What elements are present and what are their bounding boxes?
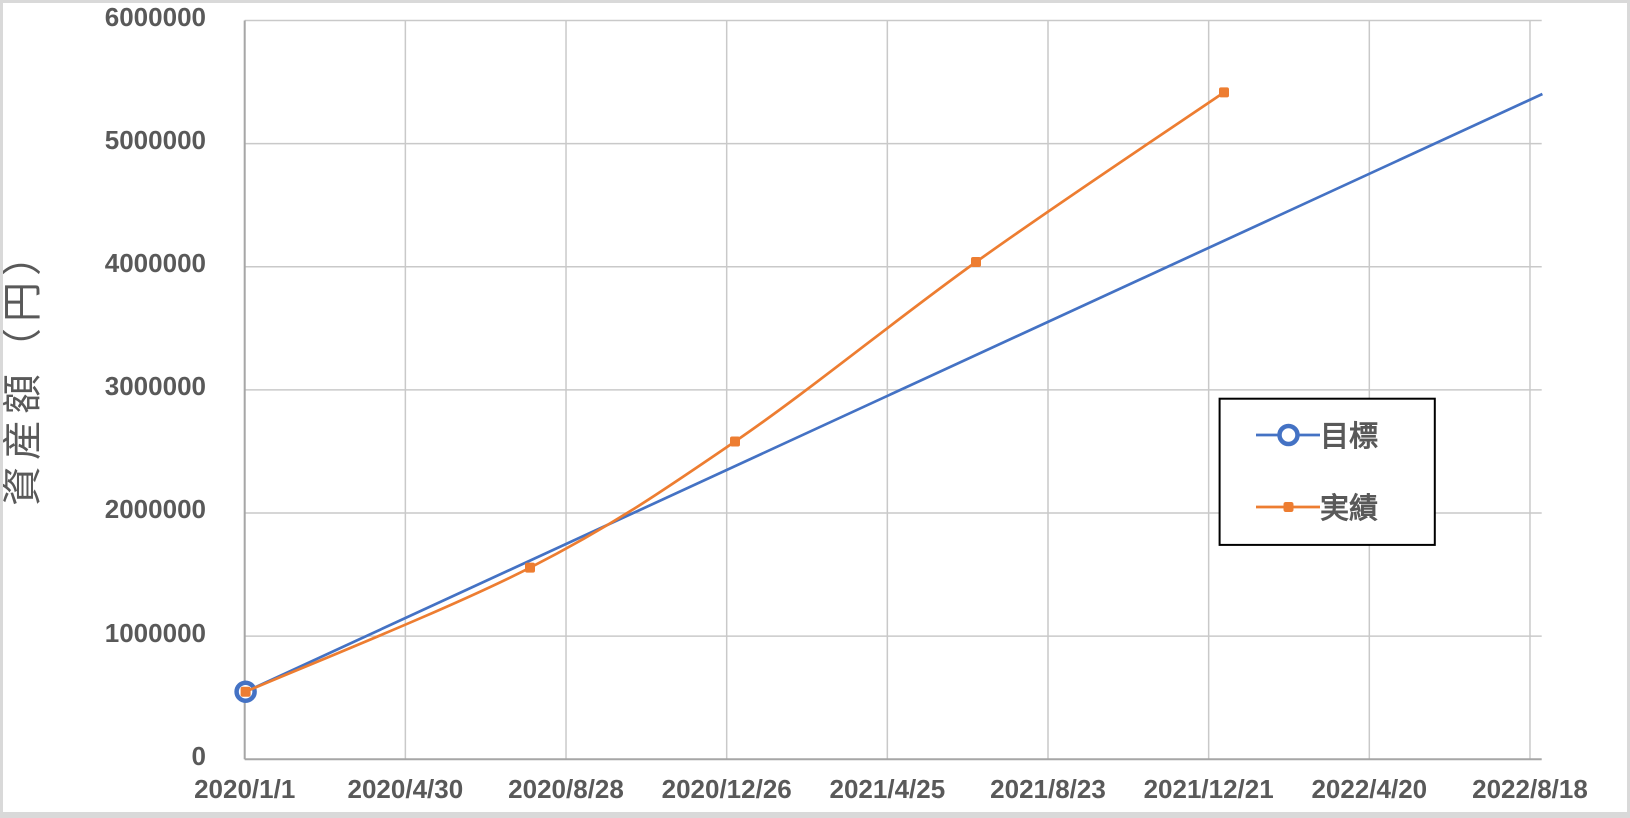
svg-text:2000000: 2000000 <box>105 494 206 524</box>
svg-text:目標: 目標 <box>1320 420 1378 453</box>
svg-text:5000000: 5000000 <box>105 125 206 155</box>
svg-text:2020/1/1: 2020/1/1 <box>194 774 295 804</box>
svg-text:2020/4/30: 2020/4/30 <box>348 774 464 804</box>
svg-text:2021/4/25: 2021/4/25 <box>830 774 946 804</box>
svg-text:資産額（円）: 資産額（円） <box>3 230 45 506</box>
svg-text:6000000: 6000000 <box>105 3 206 32</box>
svg-text:2022/8/18: 2022/8/18 <box>1472 774 1588 804</box>
svg-text:2022/4/20: 2022/4/20 <box>1311 774 1427 804</box>
svg-text:2020/8/28: 2020/8/28 <box>508 774 624 804</box>
svg-text:実績: 実績 <box>1320 491 1378 525</box>
svg-text:3000000: 3000000 <box>105 371 206 401</box>
svg-text:2020/12/26: 2020/12/26 <box>662 774 792 804</box>
svg-text:1000000: 1000000 <box>105 618 206 648</box>
svg-text:2021/8/23: 2021/8/23 <box>990 774 1106 804</box>
svg-text:2021/12/21: 2021/12/21 <box>1144 774 1274 804</box>
svg-text:0: 0 <box>192 741 206 771</box>
svg-text:4000000: 4000000 <box>105 248 206 278</box>
